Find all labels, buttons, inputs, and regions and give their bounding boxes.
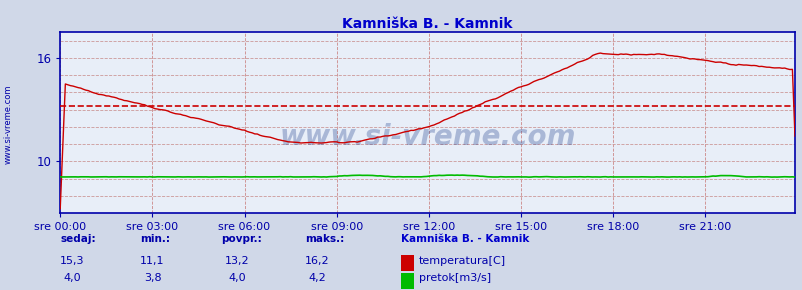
Title: Kamniška B. - Kamnik: Kamniška B. - Kamnik xyxy=(342,17,512,31)
Text: 11,1: 11,1 xyxy=(140,256,164,266)
Text: min.:: min.: xyxy=(140,234,170,244)
Text: www.si-vreme.com: www.si-vreme.com xyxy=(279,123,575,151)
Text: povpr.:: povpr.: xyxy=(221,234,261,244)
Text: Kamniška B. - Kamnik: Kamniška B. - Kamnik xyxy=(401,234,529,244)
Text: pretok[m3/s]: pretok[m3/s] xyxy=(419,273,491,283)
Text: 13,2: 13,2 xyxy=(225,256,249,266)
Text: 15,3: 15,3 xyxy=(60,256,84,266)
Text: 4,0: 4,0 xyxy=(63,273,81,283)
Text: maks.:: maks.: xyxy=(305,234,344,244)
Text: temperatura[C]: temperatura[C] xyxy=(419,256,505,266)
Text: 4,0: 4,0 xyxy=(228,273,245,283)
Text: 3,8: 3,8 xyxy=(144,273,161,283)
Text: 16,2: 16,2 xyxy=(305,256,329,266)
Text: www.si-vreme.com: www.si-vreme.com xyxy=(3,85,13,164)
Text: 4,2: 4,2 xyxy=(308,273,326,283)
Text: sedaj:: sedaj: xyxy=(60,234,95,244)
